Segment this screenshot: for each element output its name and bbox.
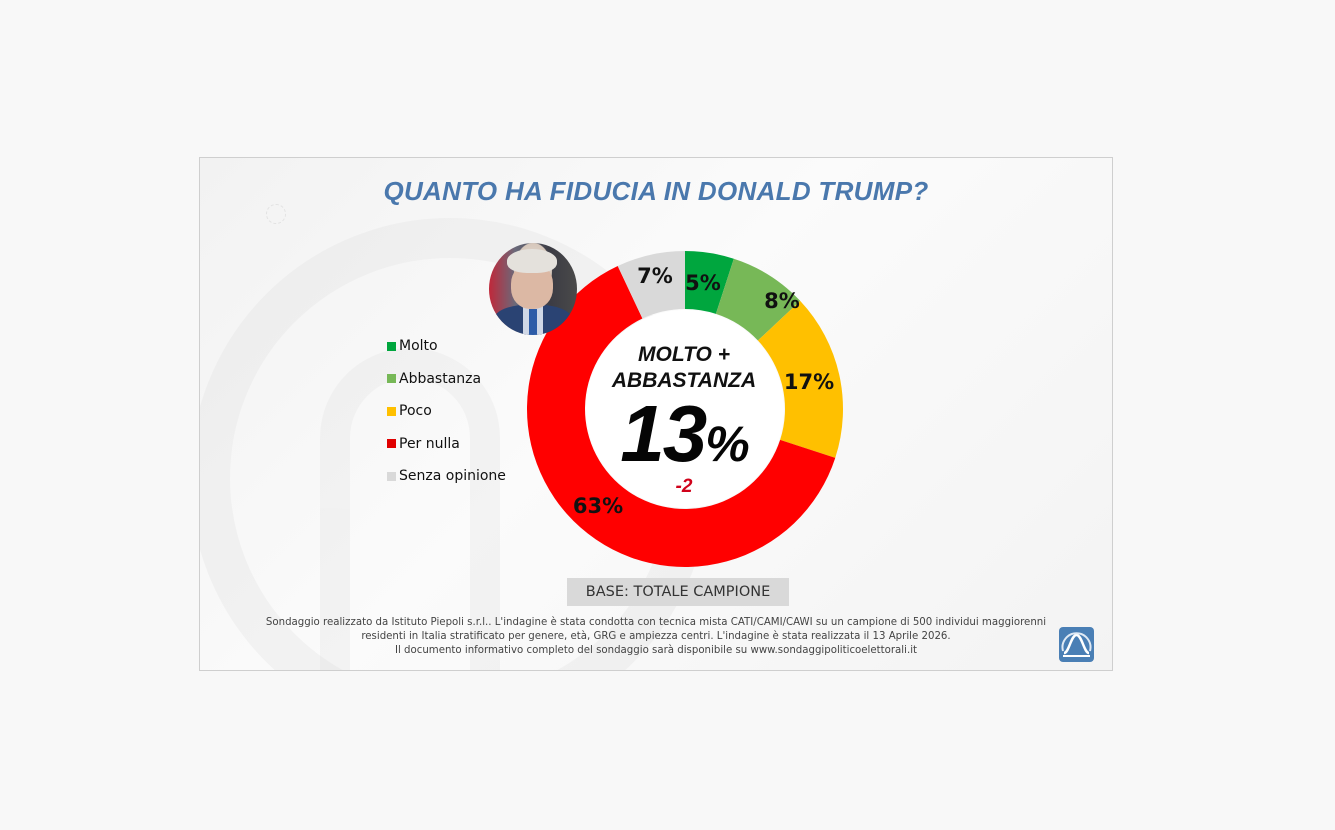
chart-title: QUANTO HA FIDUCIA IN DONALD TRUMP? xyxy=(383,176,929,206)
center-caption-line1: MOLTO + xyxy=(638,343,730,366)
base-label: BASE: TOTALE CAMPIONE xyxy=(567,578,789,606)
legend-swatch xyxy=(387,439,396,449)
footnote-line2: residenti in Italia stratificato per gen… xyxy=(361,631,951,642)
footnote-line1: Sondaggio realizzato da Istituto Piepoli… xyxy=(265,617,1047,628)
trump-portrait xyxy=(489,243,577,335)
donut-segment-molto xyxy=(685,251,734,314)
legend-swatch xyxy=(387,341,396,351)
center-caption: MOLTO + ABBASTANZA xyxy=(584,342,784,394)
segment-label-per-nulla: 63% xyxy=(573,494,623,518)
donut-chart: 5% 8% 17% 63% 7% xyxy=(526,251,844,568)
legend-swatch xyxy=(387,406,396,416)
legend-label: Senza opinione xyxy=(399,468,506,485)
legend-label: Poco xyxy=(399,403,432,420)
segment-label-molto: 5% xyxy=(685,271,721,295)
legend-item-per-nulla: Per nulla xyxy=(387,428,506,461)
legend-item-senza-opinione: Senza opinione xyxy=(387,460,506,493)
legend-swatch xyxy=(387,374,396,384)
donut-segment-poco xyxy=(757,300,844,458)
center-value-suffix: % xyxy=(705,416,749,472)
legend-label: Abbastanza xyxy=(399,370,482,387)
legend-label: Molto xyxy=(399,338,438,355)
center-value: 13% xyxy=(584,394,784,484)
segment-label-senza-opinione: 7% xyxy=(637,264,673,288)
legend-item-abbastanza: Abbastanza xyxy=(387,363,506,396)
chart-legend: Molto Abbastanza Poco Per nulla Senza op… xyxy=(387,330,506,493)
center-delta: -2 xyxy=(675,476,693,497)
center-caption-line2: ABBASTANZA xyxy=(611,369,757,392)
legend-swatch xyxy=(387,471,396,481)
donut-segments xyxy=(526,251,844,568)
donut-segment-per-nulla xyxy=(526,266,836,568)
donut-segment-senza-opinione xyxy=(617,251,685,319)
legend-label: Per nulla xyxy=(399,435,460,452)
donut-segment-abbastanza xyxy=(715,258,801,341)
center-value-number: 13 xyxy=(620,389,707,478)
footnote-line3: Il documento informativo completo del so… xyxy=(394,645,918,656)
methodology-footnote: Sondaggio realizzato da Istituto Piepoli… xyxy=(230,616,1082,658)
donut-hole xyxy=(586,310,784,508)
piepoli-logo-icon xyxy=(1059,627,1094,662)
legend-item-poco: Poco xyxy=(387,395,506,428)
legend-item-molto: Molto xyxy=(387,330,506,363)
segment-label-poco: 17% xyxy=(784,370,834,394)
segment-label-abbastanza: 8% xyxy=(764,289,800,313)
poll-slide: QUANTO HA FIDUCIA IN DONALD TRUMP? Molto… xyxy=(199,157,1113,671)
watermark-logo-icon xyxy=(266,204,286,224)
